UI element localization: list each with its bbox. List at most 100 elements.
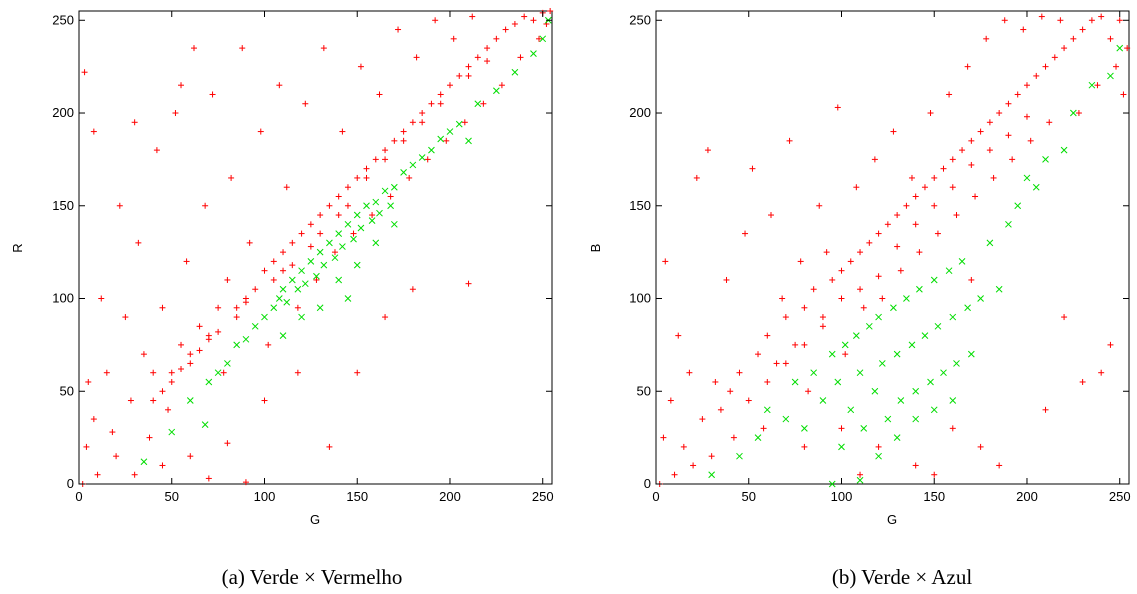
data-point-a-s1-25 (335, 230, 343, 237)
data-point-a-s1-56 (372, 239, 380, 247)
plot-frame-b (655, 10, 1130, 485)
data-point-a-s0-70 (400, 128, 407, 135)
data-point-a-s1-58 (279, 332, 287, 339)
data-point-a-s0-37 (246, 239, 253, 246)
data-point-a-s1-33 (372, 198, 380, 206)
data-point-a-s1-7 (233, 341, 241, 349)
y-axis-label-a: R (10, 243, 25, 252)
data-point-a-s0-38 (252, 286, 259, 293)
data-point-a-s0-17 (153, 147, 160, 154)
data-point-b-s0-111 (968, 161, 975, 168)
data-point-b-s0-7 (686, 369, 693, 376)
panel-b: 0 50 100 150 200 250 0 50 100 150 200 250 G B (b) V… (588, 10, 1131, 589)
data-point-b-s0-35 (816, 202, 823, 209)
data-point-b-s0-9 (693, 174, 700, 181)
data-point-b-s1-37 (958, 258, 966, 265)
data-point-b-s0-62 (940, 165, 947, 172)
plot-frame-a (78, 10, 553, 485)
data-point-b-s1-35 (949, 313, 957, 321)
data-point-a-s0-117 (363, 174, 370, 181)
data-point-b-s0-61 (934, 230, 941, 237)
data-point-b-s0-1 (660, 434, 667, 441)
data-point-a-s0-113 (307, 243, 314, 250)
data-point-b-s0-110 (949, 184, 956, 191)
data-point-a-s0-130 (409, 286, 416, 293)
data-point-b-s0-21 (749, 165, 756, 172)
data-point-b-s0-79 (1020, 26, 1027, 33)
data-point-b-s1-6 (801, 424, 808, 432)
data-point-a-s0-72 (409, 119, 416, 126)
data-point-a-s0-122 (465, 72, 472, 79)
data-point-b-s1-2 (754, 434, 762, 441)
data-point-b-s0-82 (1033, 72, 1040, 79)
data-point-b-s0-47 (871, 156, 878, 163)
data-point-a-s1-8 (242, 335, 250, 343)
data-point-a-s0-134 (326, 443, 333, 450)
data-point-a-s1-16 (294, 285, 302, 293)
data-point-a-s1-27 (344, 220, 352, 228)
data-point-b-s0-22 (755, 351, 762, 358)
data-point-b-s0-115 (1098, 369, 1105, 376)
data-point-b-s0-72 (986, 119, 993, 126)
data-point-a-s0-119 (400, 137, 407, 144)
data-point-b-s1-31 (930, 276, 938, 284)
data-point-a-s0-31 (220, 369, 227, 376)
data-point-a-s1-50 (539, 35, 547, 43)
data-point-a-s1-53 (316, 304, 324, 312)
data-point-b-s0-20 (745, 397, 752, 404)
data-point-a-s0-22 (178, 341, 185, 348)
data-point-b-s0-97 (1116, 17, 1123, 24)
data-point-a-s0-114 (317, 230, 324, 237)
data-point-b-s0-114 (1023, 113, 1030, 120)
data-point-b-s0-24 (764, 332, 771, 339)
data-point-a-s0-27 (202, 202, 209, 209)
data-point-b-s1-5 (791, 378, 799, 386)
data-point-a-s0-91 (502, 26, 509, 33)
data-point-b-s0-59 (927, 110, 934, 117)
data-point-b-s0-77 (1009, 156, 1016, 163)
data-point-a-s1-55 (353, 261, 361, 269)
data-point-a-s0-108 (233, 304, 240, 311)
data-point-b-s0-46 (866, 239, 873, 246)
data-point-b-s1-0 (708, 471, 716, 479)
data-point-a-s0-74 (419, 110, 426, 117)
data-point-a-s1-54 (335, 276, 343, 284)
data-point-b-s0-64 (949, 156, 956, 163)
data-point-a-s1-37 (390, 183, 398, 191)
data-point-a-s0-139 (159, 462, 166, 469)
data-point-a-s1-5 (214, 369, 222, 377)
data-point-b-s0-30 (792, 341, 799, 348)
data-point-a-s0-15 (146, 434, 153, 441)
y-tick-label-a-4: 200 (52, 105, 74, 120)
data-point-b-s0-74 (996, 110, 1003, 117)
data-point-a-s0-115 (335, 212, 342, 219)
data-point-b-s0-50 (884, 221, 891, 228)
data-point-b-s0-63 (946, 91, 953, 98)
data-point-b-s0-43 (853, 184, 860, 191)
data-point-a-s1-45 (465, 137, 472, 145)
data-point-a-s0-107 (215, 328, 222, 335)
data-point-a-s0-53 (320, 45, 327, 52)
data-point-b-s1-20 (878, 360, 886, 367)
data-point-b-s1-50 (1088, 81, 1096, 89)
x-tick-label-b-5: 250 (1109, 489, 1131, 504)
data-point-a-s1-31 (363, 202, 370, 210)
data-point-b-s1-51 (1107, 72, 1114, 80)
data-point-a-s0-86 (474, 54, 481, 61)
data-point-b-s1-25 (903, 295, 910, 302)
data-point-b-s0-57 (916, 249, 923, 256)
data-point-b-s0-11 (704, 147, 711, 154)
data-point-b-s1-10 (834, 378, 842, 386)
data-point-a-s0-61 (357, 63, 364, 70)
data-point-b-s0-92 (1088, 17, 1095, 24)
data-point-b-s1-47 (1042, 156, 1049, 163)
data-point-b-s0-70 (977, 128, 984, 135)
data-point-b-s0-51 (890, 128, 897, 135)
data-point-a-s0-10 (122, 314, 129, 321)
data-point-b-s0-58 (921, 184, 928, 191)
data-point-b-s0-107 (894, 243, 901, 250)
y-tick-label-a-3: 150 (52, 198, 74, 213)
data-point-b-s0-14 (717, 406, 724, 413)
data-point-b-s1-7 (810, 369, 818, 377)
data-point-a-s0-58 (344, 184, 351, 191)
